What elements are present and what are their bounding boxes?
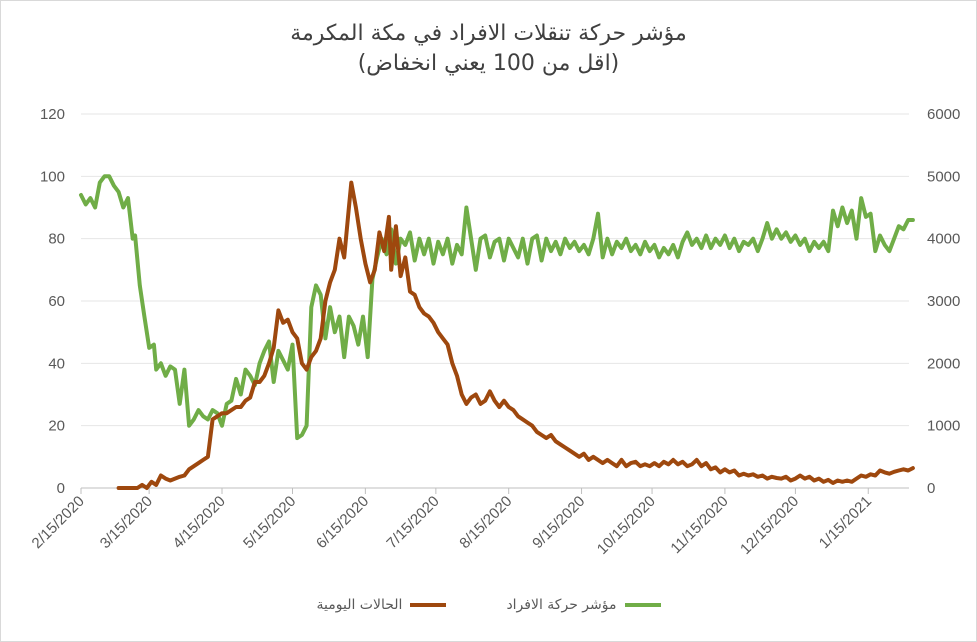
y-left-tick-label: 40 xyxy=(48,355,65,372)
x-tick-label: 8/15/2020 xyxy=(456,493,515,552)
y-right-tick-label: 0 xyxy=(927,480,935,497)
x-tick-label: 6/15/2020 xyxy=(313,493,372,552)
y-right-tick-label: 6000 xyxy=(927,106,960,123)
x-tick-label: 10/15/2020 xyxy=(594,493,659,558)
y-left-tick-label: 80 xyxy=(48,231,65,248)
y-left-tick-label: 100 xyxy=(40,168,65,185)
y-right-tick-label: 5000 xyxy=(927,168,960,185)
chart-subtitle: (اقل من 100 يعني انخفاض) xyxy=(357,51,620,76)
x-tick-label: 11/15/2020 xyxy=(667,493,731,557)
legend-label-daily-cases: الحالات اليومية xyxy=(316,597,403,613)
y-right-tick-label: 1000 xyxy=(927,418,960,435)
legend-label-mobility: مؤشر حركة الافراد xyxy=(506,597,617,613)
y-left-tick-label: 0 xyxy=(57,480,65,497)
x-tick-label: 2/15/2020 xyxy=(29,493,88,552)
x-tick-label: 9/15/2020 xyxy=(529,493,588,552)
y-left-tick-label: 60 xyxy=(48,293,65,310)
y-right-tick-label: 2000 xyxy=(927,355,960,372)
x-tick-label: 4/15/2020 xyxy=(170,493,229,552)
x-tick-label: 12/15/2020 xyxy=(737,493,802,558)
legend-item-mobility: مؤشر حركة الافراد xyxy=(506,597,661,613)
x-tick-label: 1/15/2021 xyxy=(816,493,875,552)
y-right-tick-label: 4000 xyxy=(927,231,960,248)
x-tick-label: 7/15/2020 xyxy=(383,493,442,552)
chart-title: مؤشر حركة تنقلات الافراد في مكة المكرمة xyxy=(290,21,687,46)
y-left-tick-label: 120 xyxy=(40,106,65,123)
legend: مؤشر حركة الافراد الحالات اليومية xyxy=(1,597,976,613)
x-tick-label: 5/15/2020 xyxy=(240,493,299,552)
series-line-mobility xyxy=(79,174,915,441)
legend-item-daily-cases: الحالات اليومية xyxy=(317,597,447,613)
y-left-tick-label: 20 xyxy=(48,418,65,435)
legend-swatch-mobility xyxy=(624,603,661,607)
legend-swatch-daily-cases xyxy=(410,603,447,607)
series-line-daily-cases xyxy=(116,180,915,490)
y-right-tick-label: 3000 xyxy=(927,293,960,310)
x-tick-label: 3/15/2020 xyxy=(97,493,156,552)
chart-title-block: مؤشر حركة تنقلات الافراد في مكة المكرمة … xyxy=(1,19,976,79)
